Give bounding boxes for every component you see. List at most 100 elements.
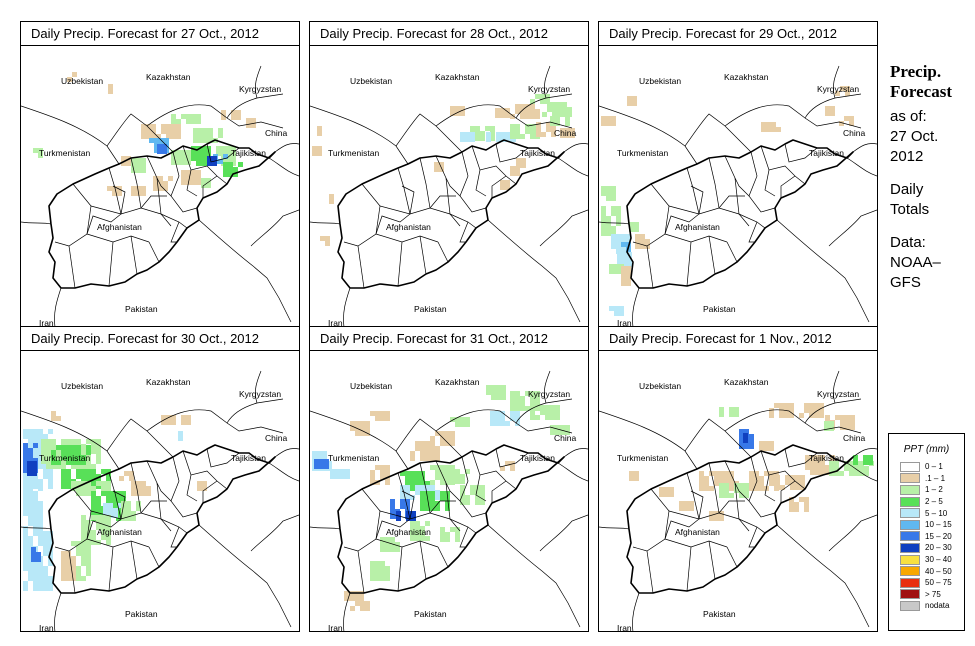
precip-cell	[622, 257, 627, 262]
precip-cell	[500, 411, 505, 416]
precip-cell	[645, 239, 650, 244]
precip-cell	[163, 186, 168, 191]
precip-cell	[634, 471, 639, 476]
precip-cell	[829, 461, 834, 466]
precip-cell	[825, 415, 830, 420]
precip-cell	[166, 420, 171, 425]
precip-cell	[626, 271, 631, 276]
precip-cell	[405, 504, 410, 509]
precip-cell	[96, 444, 101, 449]
precip-cell	[335, 474, 340, 479]
province-border	[202, 175, 218, 198]
precip-cell	[76, 439, 81, 444]
map-label-iran: Iran	[328, 623, 343, 632]
precip-cell	[28, 571, 33, 576]
precip-cell	[91, 464, 96, 469]
precip-cell	[71, 439, 76, 444]
precip-cell	[108, 89, 113, 94]
precip-cell	[76, 481, 81, 486]
precip-cell	[810, 465, 815, 470]
province-border	[738, 213, 766, 229]
precip-cell	[380, 566, 385, 571]
precip-cell	[621, 234, 626, 239]
precip-cell	[67, 77, 72, 82]
precip-cell	[530, 396, 535, 401]
precip-cell	[640, 239, 645, 244]
precip-cell	[844, 116, 849, 121]
province-border	[401, 185, 415, 215]
precip-cell	[317, 146, 322, 151]
legend-label: 30 – 40	[925, 555, 952, 565]
precip-cell	[158, 186, 163, 191]
heading-line: Forecast	[890, 82, 952, 101]
precip-cell	[420, 536, 425, 541]
precip-cell	[33, 148, 38, 153]
province-border	[160, 518, 188, 534]
precip-cell	[327, 461, 332, 466]
precip-cell	[505, 108, 510, 113]
precip-cell	[520, 401, 525, 406]
precip-cell	[96, 481, 101, 486]
precip-cell	[33, 561, 38, 566]
precip-cell	[380, 571, 385, 576]
precip-cell	[475, 495, 480, 500]
precip-cell	[33, 521, 38, 526]
precip-cell	[601, 186, 606, 191]
precip-cell	[56, 464, 61, 469]
precip-cell	[141, 191, 146, 196]
precip-cell	[48, 469, 53, 474]
precip-cell	[66, 556, 71, 561]
precip-cell	[864, 466, 869, 471]
precip-cell	[203, 138, 208, 143]
precip-cell	[450, 441, 455, 446]
precip-cell	[32, 466, 37, 471]
precip-cell	[771, 127, 776, 132]
precip-cell	[565, 121, 570, 126]
precip-cell	[515, 109, 520, 114]
country-border	[487, 524, 581, 628]
precip-cell	[76, 464, 81, 469]
precip-cell	[56, 449, 61, 454]
precip-cell	[410, 471, 415, 476]
precip-cell	[410, 476, 415, 481]
precip-cell	[626, 234, 631, 239]
precip-cell	[699, 481, 704, 486]
precip-cell	[51, 450, 56, 455]
precip-cell	[149, 138, 154, 143]
map-label-kazakhstan: Kazakhstan	[724, 377, 769, 387]
precip-cell	[166, 134, 171, 139]
map-label-turkmenistan: Turkmenistan	[617, 148, 668, 158]
precip-cell	[23, 429, 28, 434]
precip-cell	[460, 479, 465, 484]
precip-cell	[525, 406, 530, 411]
precip-cell	[28, 551, 33, 556]
precip-cell	[557, 102, 562, 107]
precip-cell	[33, 439, 38, 444]
precip-cell	[601, 206, 606, 211]
forecast-panel-1-nov: Daily Precip. Forecast for 1 Nov., 2012 U…	[598, 326, 878, 632]
precip-cell	[764, 441, 769, 446]
precip-cell	[719, 483, 724, 488]
precip-cell	[420, 485, 425, 490]
precip-cell	[111, 501, 116, 506]
precip-cell	[43, 571, 48, 576]
precip-cell	[500, 113, 505, 118]
precip-cell	[724, 488, 729, 493]
precip-cell	[510, 391, 515, 396]
afghanistan-outline	[626, 139, 854, 289]
province-border	[459, 526, 469, 548]
precip-cell	[824, 426, 829, 431]
precip-cell	[640, 244, 645, 249]
map-label-kyrgyzstan: Kyrgyzstan	[528, 389, 570, 399]
precip-cell	[317, 456, 322, 461]
province-border	[664, 538, 728, 548]
precip-cell	[141, 481, 146, 486]
map-label-kyrgyzstan: Kyrgyzstan	[239, 389, 281, 399]
precip-cell	[465, 417, 470, 422]
precip-cell	[761, 127, 766, 132]
precip-cell	[106, 515, 111, 520]
precip-cell	[545, 410, 550, 415]
precip-cell	[121, 491, 126, 496]
map-label-pakistan: Pakistan	[125, 304, 158, 314]
precip-cell	[23, 481, 28, 486]
